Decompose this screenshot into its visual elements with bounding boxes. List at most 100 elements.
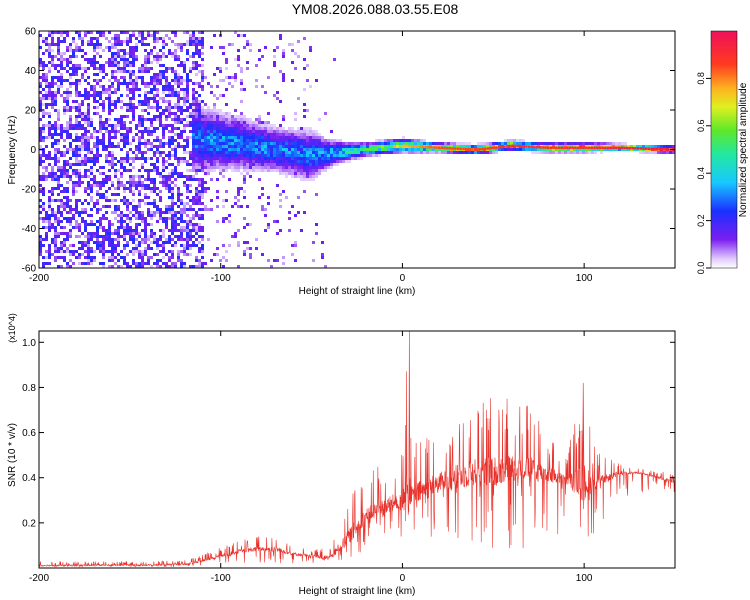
spectrogram-cell xyxy=(228,160,231,163)
spectrogram-cell xyxy=(177,223,180,226)
spectrogram-cell xyxy=(132,199,135,202)
spectrogram-cell xyxy=(264,148,267,151)
spectrogram-cell xyxy=(153,130,156,133)
spectrogram-cell xyxy=(201,238,204,241)
snr-y-ticks: 0.20.40.60.81.0 xyxy=(22,338,675,529)
spectrogram-cell xyxy=(327,163,330,166)
spectrogram-cell xyxy=(96,52,99,55)
spectrogram-cell xyxy=(129,88,132,91)
spectrogram-cell xyxy=(198,142,201,145)
x-tick-label: 0 xyxy=(400,573,406,584)
spectrogram-cell xyxy=(630,148,633,151)
spectrogram-cell xyxy=(636,145,639,148)
spectrogram-cell xyxy=(216,178,219,181)
spectrogram-cell xyxy=(249,154,252,157)
spectrogram-cell xyxy=(51,100,54,103)
spectrogram-cell xyxy=(90,94,93,97)
spectrogram-cell xyxy=(462,142,465,145)
spectrogram-cell xyxy=(147,142,150,145)
spectrogram-cell xyxy=(69,148,72,151)
spectrogram-cell xyxy=(78,127,81,130)
spectrogram-cell xyxy=(57,160,60,163)
spectrogram-cell xyxy=(156,220,159,223)
spectrogram-cell xyxy=(249,142,252,145)
spectrogram-cell xyxy=(51,211,54,214)
spectrogram-cell xyxy=(489,145,492,148)
spectrogram-cell xyxy=(162,250,165,253)
spectrogram-cell xyxy=(108,79,111,82)
spectrogram-cell xyxy=(309,157,312,160)
spectrogram-cell xyxy=(171,139,174,142)
spectrogram-cell xyxy=(264,160,267,163)
spectrogram-cell xyxy=(528,148,531,151)
spectrogram-cell xyxy=(42,40,45,43)
spectrogram-cell xyxy=(54,103,57,106)
spectrogram-cell xyxy=(180,133,183,136)
spectrogram-cell xyxy=(87,145,90,148)
spectrogram-cell xyxy=(45,73,48,76)
spectrogram-cell xyxy=(84,58,87,61)
spectrogram-cell xyxy=(234,118,237,121)
spectrogram-cell xyxy=(108,250,111,253)
spectrogram-cell xyxy=(153,184,156,187)
spectrogram-ridge-cell xyxy=(552,146,555,150)
spectrogram-cell xyxy=(198,262,201,265)
spectrogram-cell xyxy=(174,88,177,91)
spectrogram-cell xyxy=(165,154,168,157)
spectrogram-cell xyxy=(288,229,291,232)
colorbar-ticks: 0.00.20.40.60.8 xyxy=(696,72,711,274)
spectrogram-cell xyxy=(252,160,255,163)
spectrogram-cell xyxy=(111,184,114,187)
spectrogram-cell xyxy=(78,181,81,184)
spectrogram-cell xyxy=(87,256,90,259)
spectrogram-cell xyxy=(138,169,141,172)
spectrogram-ridge-cell xyxy=(519,144,523,148)
spectrogram-cell xyxy=(195,172,198,175)
spectrogram-cell xyxy=(108,178,111,181)
spectrogram-cell xyxy=(255,127,258,130)
spectrogram-cell xyxy=(234,145,237,148)
spectrogram-cell xyxy=(294,67,297,70)
spectrogram-cell xyxy=(138,34,141,37)
spectrogram-cell xyxy=(162,142,165,145)
spectrogram-cell xyxy=(273,136,276,139)
spectrogram-cell xyxy=(45,94,48,97)
spectrogram-cell xyxy=(102,253,105,256)
spectrogram-cell xyxy=(618,148,621,151)
spectrogram-cell xyxy=(108,151,111,154)
spectrogram-cell xyxy=(171,220,174,223)
spectrogram-cell xyxy=(291,166,294,169)
spectrogram-cell xyxy=(129,70,132,73)
spectrogram-cell xyxy=(324,265,327,268)
spectrogram-cell xyxy=(186,163,189,166)
spectrogram-cell xyxy=(207,136,210,139)
spectrogram-cell xyxy=(246,139,249,142)
spectrogram-cell xyxy=(93,154,96,157)
spectrogram-cell xyxy=(138,124,141,127)
spectrogram-cell xyxy=(516,148,519,151)
spectrogram-cell xyxy=(549,145,552,148)
spectrogram-cell xyxy=(171,148,174,151)
spectrogram-cell xyxy=(117,142,120,145)
spectrogram-cell xyxy=(273,124,276,127)
spectrogram-cell xyxy=(120,94,123,97)
spectrogram-cell xyxy=(138,211,141,214)
spectrogram-cell xyxy=(75,205,78,208)
spectrogram-cell xyxy=(138,136,141,139)
spectrogram-cell xyxy=(141,124,144,127)
spectrogram-cell xyxy=(81,244,84,247)
spectrogram-cell xyxy=(57,70,60,73)
spectrogram-cell xyxy=(132,184,135,187)
spectrogram-cell xyxy=(186,136,189,139)
spectrogram-cell xyxy=(222,115,225,118)
spectrogram-cell xyxy=(81,175,84,178)
spectrogram-cell xyxy=(111,136,114,139)
spectrogram-cell xyxy=(174,217,177,220)
spectrogram-cell xyxy=(180,244,183,247)
spectrogram-cell xyxy=(96,220,99,223)
spectrogram-cell xyxy=(102,235,105,238)
spectrogram-ridge-cell xyxy=(426,145,430,149)
spectrogram-cell xyxy=(177,91,180,94)
spectrogram-cell xyxy=(498,148,501,151)
spectrogram-cell xyxy=(111,223,114,226)
